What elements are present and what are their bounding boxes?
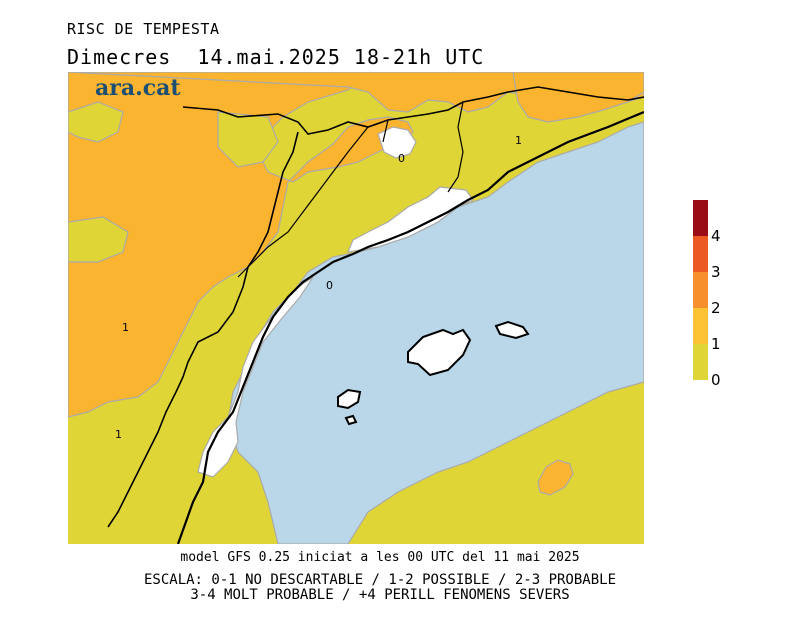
risk-level-2-small-east: [537, 459, 574, 496]
province-border: [237, 101, 464, 278]
legend-color-level-3: [693, 236, 708, 272]
contour-label-0-north: 0: [398, 152, 405, 165]
legend-tick-2: 2: [711, 299, 721, 317]
contour-label-1-northeast: 1: [515, 134, 522, 147]
model-info: model GFS 0.25 iniciat a les 00 UTC del …: [180, 550, 580, 565]
island-menorca: [494, 320, 530, 340]
risk-level-1-pocket-north: [68, 101, 124, 143]
coastline: [176, 110, 644, 544]
island-ibiza: [337, 388, 362, 410]
legend-tick-1: 1: [711, 335, 721, 353]
legend-color-level-2: [693, 272, 708, 308]
legend-tick-3: 3: [711, 263, 721, 281]
region-border: [107, 131, 299, 528]
island-formentera: [344, 414, 358, 426]
storm-risk-map: 0 0 1 1 1 ara.cat: [68, 72, 644, 544]
contour-label-1-west: 1: [122, 321, 129, 334]
map-subtitle: Dimecres 14.mai.2025 18-21h UTC: [67, 45, 485, 69]
map-canvas: 0 0 1 1 1: [68, 72, 644, 544]
brand-logo: ara.cat: [95, 75, 181, 101]
legend-color-level-1: [693, 308, 708, 344]
map-title: RISC DE TEMPESTA: [67, 20, 220, 38]
risk-level-1-pocket-center: [217, 111, 279, 168]
scale-line-1: ESCALA: 0-1 NO DESCARTABLE / 1-2 POSSIBL…: [143, 572, 616, 588]
risk-level-1-pocket-mid: [68, 216, 129, 263]
contour-label-0-coast: 0: [326, 279, 333, 292]
legend-tick-4: 4: [711, 227, 721, 245]
legend-color-level-4: [693, 200, 708, 236]
border-line: [182, 86, 644, 135]
contour-label-1-southwest: 1: [115, 428, 122, 441]
risk-level-2-northeast: [512, 72, 644, 123]
legend-tick-0: 0: [711, 371, 721, 389]
island-mallorca: [407, 328, 472, 377]
risk-level-0-north-pocket: [377, 126, 417, 159]
legend-color-level-0: [693, 344, 708, 380]
risk-legend: 0 1 2 3 4: [693, 200, 721, 389]
scale-line-2: 3-4 MOLT PROBABLE / +4 PERILL FENOMENS S…: [190, 587, 570, 603]
